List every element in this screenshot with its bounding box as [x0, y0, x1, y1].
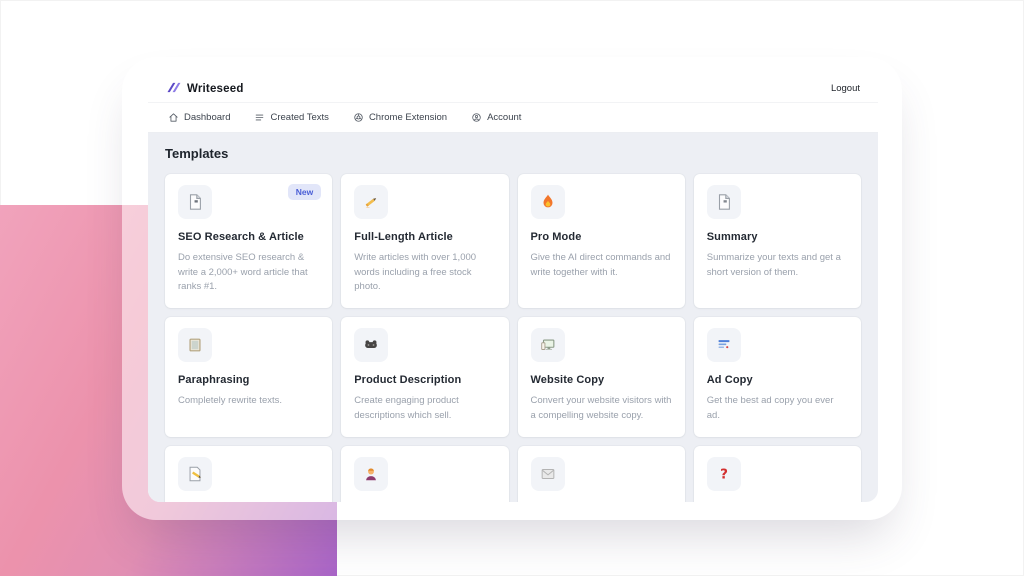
- template-card-title: Summary: [706, 231, 758, 243]
- person-icon: [354, 456, 389, 491]
- brand-logo[interactable]: Writeseed: [166, 81, 244, 97]
- nav-item-dashboard[interactable]: Dashboard: [168, 112, 230, 123]
- envelope-icon: [530, 456, 565, 491]
- writeseed-logo-icon: [166, 81, 181, 97]
- template-card-story[interactable]: Story: [341, 445, 509, 502]
- nav-label: Chrome Extension: [368, 112, 448, 123]
- chrome-icon: [353, 112, 364, 123]
- nav-item-created-texts[interactable]: Created Texts: [254, 112, 329, 123]
- template-card-pro-mode[interactable]: Pro Mode Give the AI direct commands and…: [517, 174, 685, 309]
- svg-text:?: ?: [720, 466, 728, 482]
- notepad-icon: [178, 328, 212, 363]
- template-card-description: Completely rewrite texts.: [178, 395, 283, 407]
- page-title: Templates: [165, 146, 229, 161]
- computer-monitor-icon: [530, 328, 565, 363]
- templates-section: Templates New SEO Research & Article: [148, 133, 878, 502]
- memo-pencil-icon: [178, 456, 212, 491]
- template-card-title: Pro Mode: [530, 231, 582, 243]
- templates-grid: New SEO Research & Article Do extensive …: [165, 174, 861, 502]
- template-card-paraphrasing[interactable]: Paraphrasing Completely rewrite texts.: [165, 317, 333, 437]
- template-card-email-copy[interactable]: Email Copy: [517, 445, 685, 502]
- template-card-question[interactable]: ? Question: [693, 445, 861, 502]
- template-card-title: Ad Copy: [706, 374, 753, 387]
- template-card-title: Paraphrasing: [178, 374, 250, 387]
- template-card-description: Get the best ad copy you ever ad.: [706, 395, 834, 421]
- template-card-memo[interactable]: Memo: [165, 445, 333, 502]
- template-card-product-description[interactable]: Product Description Create engaging prod…: [341, 317, 509, 437]
- template-card-description: Summarize your texts and get a short ver…: [706, 252, 841, 278]
- template-card-website-copy[interactable]: Website Copy Convert your website visito…: [517, 317, 685, 437]
- home-icon: [168, 112, 179, 123]
- question-mark-icon: ?: [706, 456, 741, 491]
- template-card-title: Website Copy: [530, 374, 605, 387]
- person-circle-icon: [471, 112, 482, 123]
- template-card-title: SEO Research & Article: [178, 231, 304, 243]
- writing-hand-icon: [354, 185, 389, 219]
- page-document-icon: [706, 185, 741, 219]
- template-card-title: Product Description: [354, 374, 462, 387]
- template-card-summary[interactable]: Summary Summarize your texts and get a s…: [693, 174, 861, 309]
- template-card-full-length-article[interactable]: Full-Length Article Write articles with …: [341, 174, 509, 309]
- nav-label: Created Texts: [270, 112, 329, 123]
- logout-button[interactable]: Logout: [830, 83, 860, 94]
- brand-name: Writeseed: [187, 82, 244, 95]
- page-document-icon: [178, 185, 212, 219]
- nav-label: Account: [487, 112, 522, 123]
- template-card-description: Write articles with over 1,000 words inc…: [354, 252, 477, 293]
- template-card-description: Do extensive SEO research & write a 2,00…: [178, 252, 308, 293]
- nav-item-chrome-extension[interactable]: Chrome Extension: [353, 112, 447, 123]
- template-card-description: Give the AI direct commands and write to…: [530, 252, 671, 278]
- nav-item-account[interactable]: Account: [471, 112, 521, 123]
- template-card-description: Convert your website visitors with a com…: [530, 395, 672, 421]
- nav-label: Dashboard: [184, 112, 231, 123]
- template-card-seo-research-article[interactable]: New SEO Research & Article Do extensive …: [165, 174, 333, 309]
- new-badge: New: [287, 184, 322, 200]
- device-mockup-frame: Writeseed Logout Dashboard: [122, 57, 902, 520]
- game-controller-icon: [354, 328, 389, 363]
- app-header: Writeseed Logout: [148, 75, 878, 103]
- template-card-description: Create engaging product descriptions whi…: [354, 395, 459, 421]
- template-card-ad-copy[interactable]: Ad Copy Get the best ad copy you ever ad…: [693, 317, 861, 437]
- template-card-title: Full-Length Article: [354, 231, 453, 243]
- app-screen: Writeseed Logout Dashboard: [148, 75, 878, 502]
- fire-icon: [530, 185, 565, 219]
- text-lines-icon: [706, 328, 741, 363]
- list-icon: [254, 112, 265, 123]
- main-nav: Dashboard Created Texts: [148, 103, 878, 133]
